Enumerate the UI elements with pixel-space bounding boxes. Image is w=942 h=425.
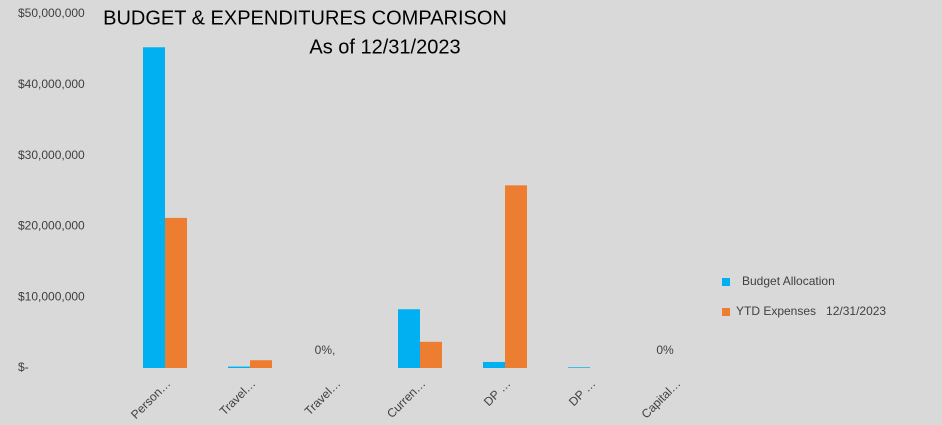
bar xyxy=(398,309,420,368)
bar xyxy=(228,366,250,368)
y-tick-label: $10,000,000 xyxy=(18,289,85,303)
bar xyxy=(165,217,187,368)
chart-title: BUDGET & EXPENDITURES COMPARISON xyxy=(103,7,507,29)
bar xyxy=(483,361,505,368)
bar xyxy=(420,341,442,368)
bar xyxy=(505,185,527,368)
annotation: 0% xyxy=(656,343,674,357)
legend-marker xyxy=(722,308,730,316)
y-tick-label: $30,000,000 xyxy=(18,148,85,162)
bar xyxy=(250,360,272,368)
legend-label: YTD Expenses 12/31/2023 xyxy=(736,304,886,318)
y-tick-label: $- xyxy=(18,360,29,374)
y-tick-label: $20,000,000 xyxy=(18,219,85,233)
y-tick-label: $50,000,000 xyxy=(18,6,85,20)
annotation: 0%, xyxy=(315,343,336,357)
bar xyxy=(568,367,590,368)
legend-label: Budget Allocation xyxy=(742,274,835,288)
chart-subtitle: As of 12/31/2023 xyxy=(309,36,460,58)
bar xyxy=(143,47,165,368)
y-tick-label: $40,000,000 xyxy=(18,77,85,91)
legend-marker xyxy=(722,278,730,286)
